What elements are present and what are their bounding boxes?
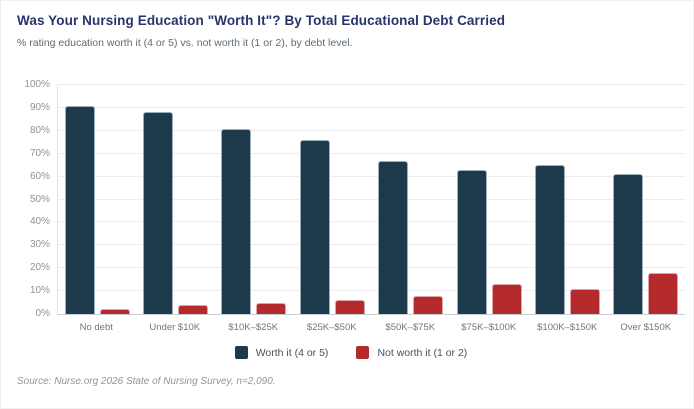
chart-title: Was Your Nursing Education "Worth It"? B…	[17, 13, 506, 28]
bar-cluster	[64, 85, 130, 314]
gridline-30: 30%	[30, 239, 685, 250]
legend-label: Worth it (4 or 5)	[255, 346, 329, 359]
gridline-60: 60%	[30, 171, 685, 182]
bar-worth-it	[221, 128, 252, 314]
y-tick-label: 90%	[29, 101, 50, 113]
gridline-70: 70%	[30, 148, 685, 159]
chart-plot-section: 0% 10% 20% 30% 40% 50% 60% 70% 80% 90% 100% No deb…	[17, 79, 685, 333]
x-tick-label: Over $150K	[620, 322, 672, 333]
y-tick-label: 40%	[29, 216, 50, 228]
gridline-10: 10%	[30, 285, 685, 296]
x-tick-label: $10K–$25K	[228, 322, 279, 333]
y-tick-label: 50%	[29, 193, 50, 205]
gridline-20: 20%	[30, 262, 685, 273]
gridline-100: 100%	[24, 79, 685, 90]
legend-label: Not worth it (1 or 2)	[377, 346, 468, 359]
bar-worth-it	[456, 169, 487, 314]
source-note: Source: Nurse.org 2026 State of Nursing …	[17, 376, 276, 387]
bar-cluster	[378, 85, 444, 314]
legend-item-worth-it: Worth it (4 or 5)	[234, 346, 329, 359]
bar-cluster	[143, 85, 209, 314]
bar-worth-it	[534, 165, 565, 314]
x-tick-label: $75K–$100K	[461, 322, 517, 333]
y-tick-label: 100%	[24, 79, 50, 90]
y-tick-label: 30%	[29, 239, 50, 251]
bar-worth-it	[64, 105, 95, 314]
x-axis-labels: No debt Under $10K $10K–$25K $25K–$50K $50K–…	[57, 322, 685, 333]
bar-not-worth-it	[413, 295, 444, 314]
y-tick-label: 10%	[29, 285, 50, 297]
y-tick-label: 80%	[29, 124, 50, 136]
bar-not-worth-it	[178, 304, 209, 314]
bar-worth-it	[299, 139, 330, 314]
legend-swatch	[356, 346, 370, 359]
gridline-0: 0%	[36, 308, 685, 319]
bar-cluster	[613, 85, 679, 314]
bars-container	[58, 85, 685, 314]
gridline-50: 50%	[30, 194, 685, 205]
bar-not-worth-it	[334, 300, 365, 314]
gridline-40: 40%	[30, 216, 685, 227]
bar-cluster	[534, 85, 600, 314]
y-tick-label: 20%	[29, 262, 50, 274]
bar-worth-it	[613, 174, 644, 314]
x-tick-label: $50K–$75K	[385, 322, 436, 333]
bar-not-worth-it	[491, 284, 522, 314]
x-tick-label: Under $10K	[149, 322, 201, 333]
y-tick-label: 70%	[29, 147, 50, 159]
bar-not-worth-it	[569, 288, 600, 314]
x-tick-label: $100K–$150K	[537, 322, 598, 333]
y-tick-label: 0%	[35, 308, 50, 319]
bar-not-worth-it	[256, 302, 287, 314]
plot-area: 0% 10% 20% 30% 40% 50% 60% 70% 80% 90% 100%	[24, 79, 685, 319]
legend-item-not-worth-it: Not worth it (1 or 2)	[356, 346, 467, 359]
chart-subtitle: % rating education worth it (4 or 5) vs.…	[17, 37, 353, 49]
x-tick-label: $25K–$50K	[306, 322, 357, 333]
bar-cluster	[221, 85, 287, 314]
bar-cluster	[456, 85, 522, 314]
gridline-90: 90%	[30, 102, 685, 113]
bar-not-worth-it	[648, 272, 679, 314]
bar-not-worth-it	[99, 309, 130, 314]
x-tick-label: No debt	[79, 322, 113, 333]
gridline-80: 80%	[30, 125, 685, 136]
bar-worth-it	[378, 160, 409, 314]
chart-legend: Worth it (4 or 5) Not worth it (1 or 2)	[17, 346, 685, 359]
y-tick-label: 60%	[29, 170, 50, 182]
bar-cluster	[299, 85, 365, 314]
legend-swatch	[234, 346, 248, 359]
bar-worth-it	[143, 112, 174, 314]
